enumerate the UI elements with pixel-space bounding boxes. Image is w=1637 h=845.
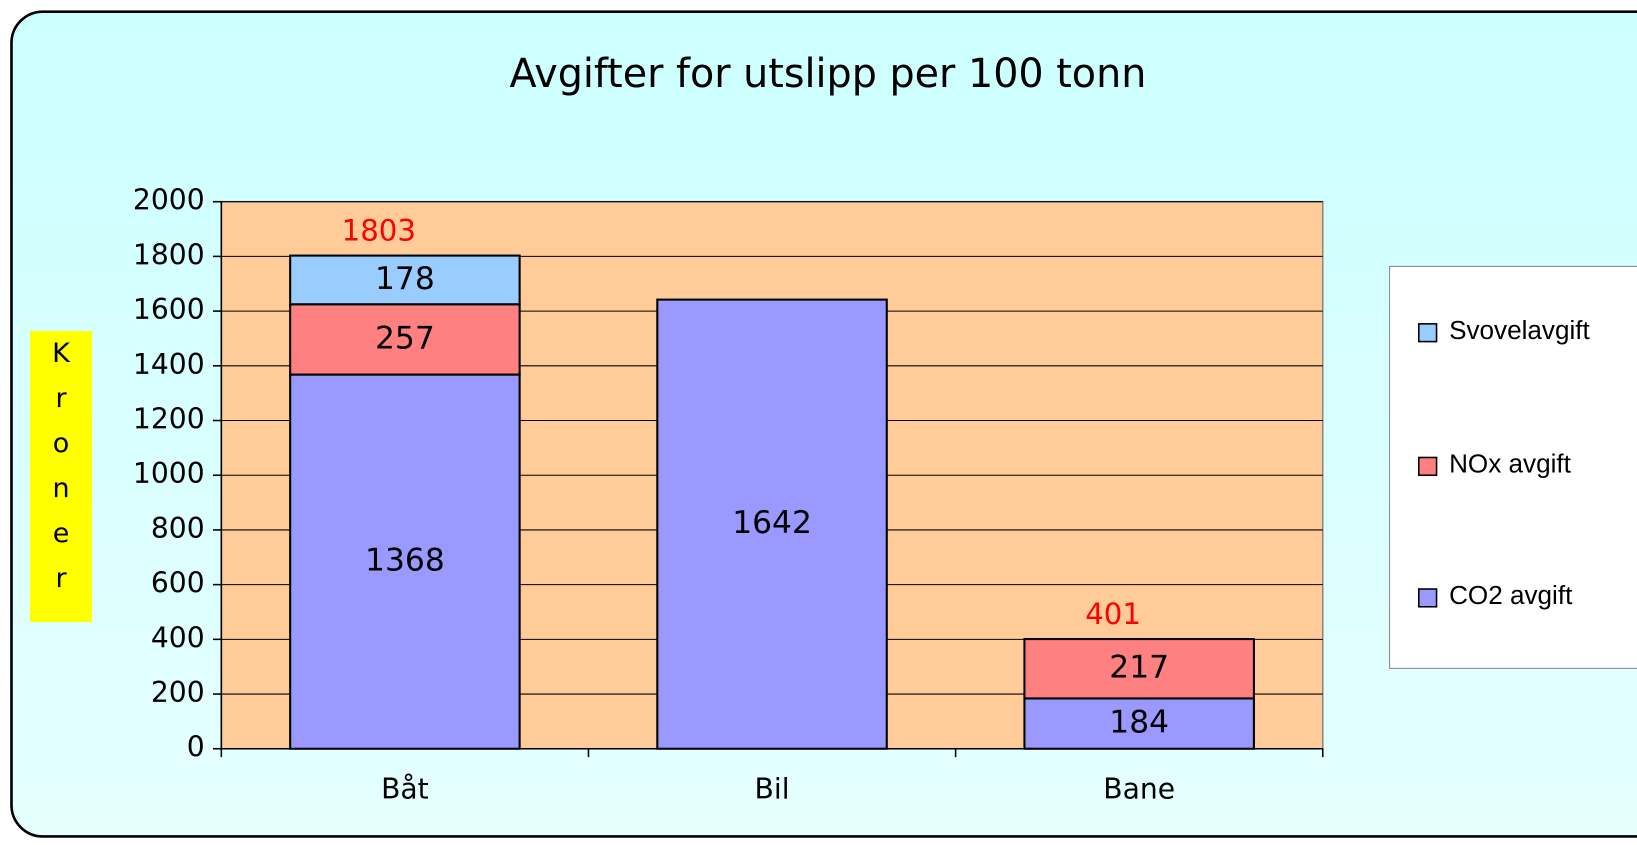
total-label: 1803 (342, 214, 416, 248)
y-tick-label: 400 (151, 621, 205, 654)
data-label: 1642 (732, 505, 812, 541)
bar-segment (289, 373, 521, 750)
data-label: 178 (375, 261, 435, 297)
x-tick-label: Bil (755, 773, 790, 806)
x-tick-label: Bane (1103, 773, 1175, 806)
data-label: 184 (1109, 705, 1169, 741)
data-label: 1368 (365, 543, 445, 579)
legend-swatch (1418, 456, 1438, 477)
y-tick-label: 1400 (133, 348, 205, 381)
data-label: 257 (375, 320, 435, 356)
legend-label: CO2 avgift (1449, 580, 1573, 610)
y-tick-label: 2000 (133, 184, 205, 217)
y-axis-label: Kroner (30, 331, 92, 622)
data-label: 217 (1109, 650, 1169, 686)
y-tick-label: 1200 (133, 403, 205, 436)
y-tick-label: 200 (151, 676, 205, 709)
bar-segment (289, 254, 521, 306)
y-tick-label: 1800 (133, 238, 205, 271)
legend-swatch (1418, 588, 1438, 608)
chart-title: Avgifter for utslipp per 100 tonn (509, 51, 1146, 97)
bar-segment (1023, 638, 1255, 700)
y-tick-label: 600 (151, 567, 205, 600)
bar-segment (289, 303, 521, 376)
legend-swatch (1418, 323, 1438, 343)
x-tick-label: Båt (381, 773, 429, 806)
y-tick-label: 800 (151, 512, 205, 545)
legend-label: Svovelavgift (1449, 315, 1590, 345)
total-label: 401 (1085, 597, 1141, 631)
y-tick-label: 1600 (133, 293, 205, 326)
legend-label: NOx avgift (1449, 449, 1572, 479)
y-tick-label: 1000 (133, 457, 205, 490)
bar-segment (656, 298, 888, 750)
y-tick-label: 0 (187, 731, 205, 764)
